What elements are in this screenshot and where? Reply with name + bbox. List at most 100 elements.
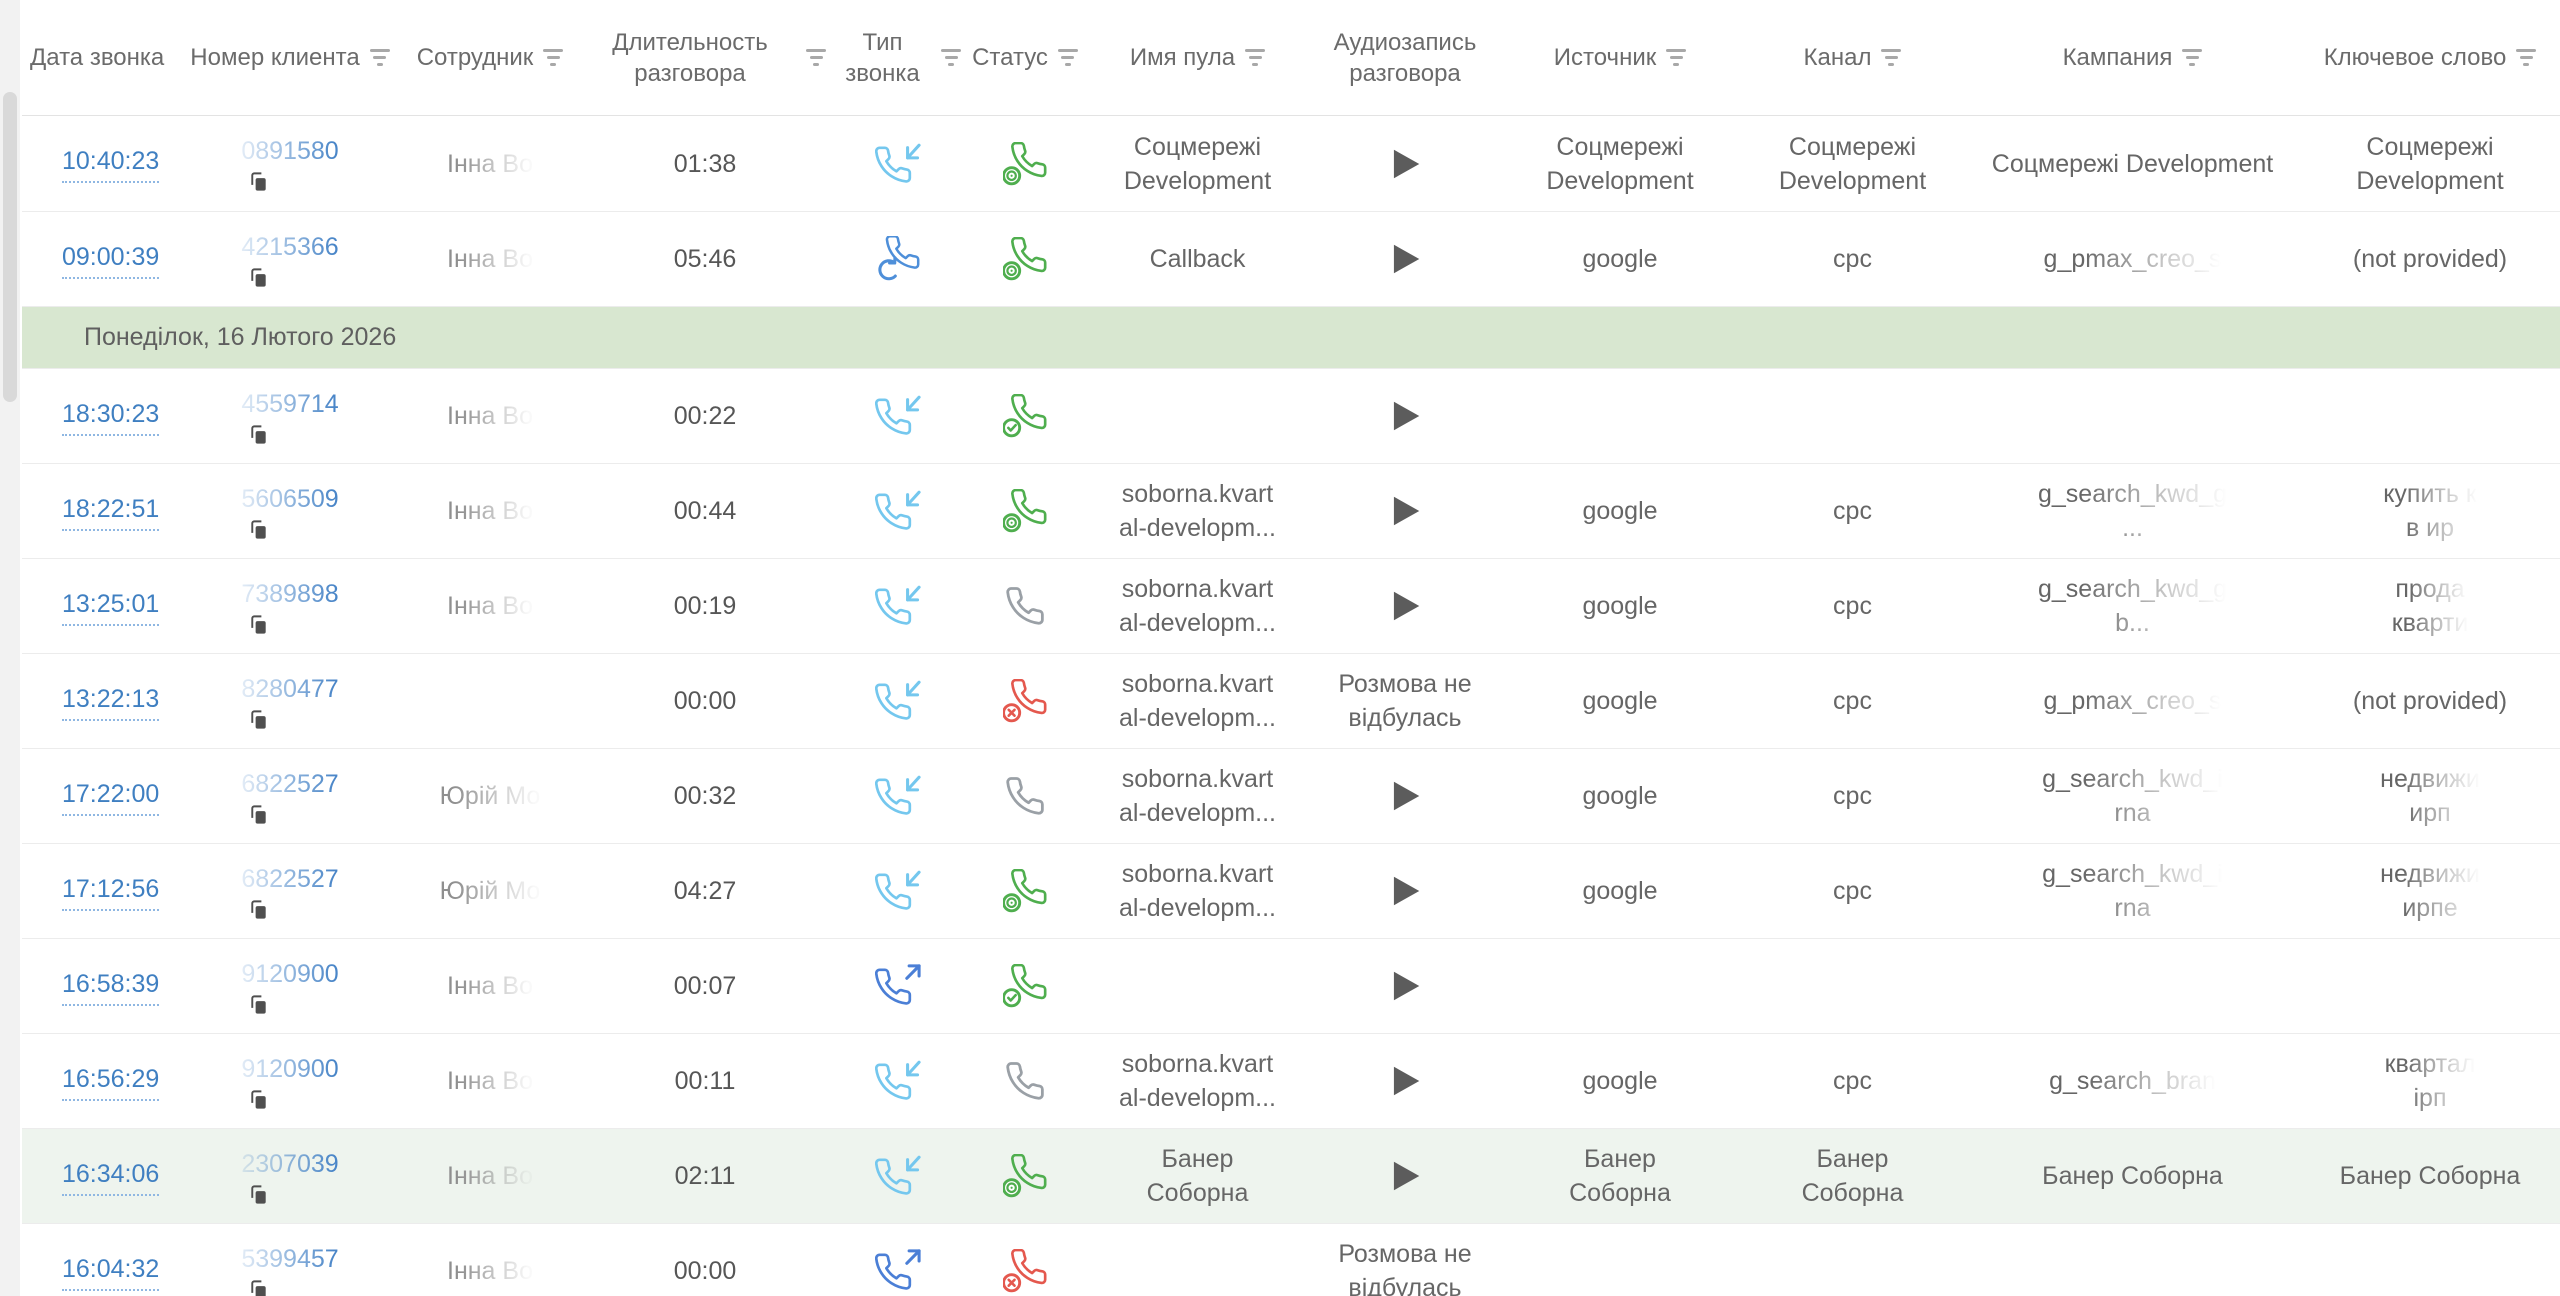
play-audio-button[interactable] <box>1386 397 1424 435</box>
status-no-answer-icon <box>1003 774 1047 818</box>
play-audio-button[interactable] <box>1386 492 1424 530</box>
vertical-scrollbar-track[interactable] <box>0 0 20 1296</box>
call-time-link[interactable]: 18:30:23 <box>62 397 160 436</box>
copy-number-icon[interactable] <box>247 613 270 636</box>
source-cell <box>1500 369 1740 463</box>
column-header-employee: Сотрудник <box>400 0 580 115</box>
call-time-link[interactable]: 16:04:32 <box>62 1252 160 1291</box>
filter-icon[interactable] <box>941 49 961 66</box>
channel-cell: cpc <box>1740 559 1965 653</box>
call-time-link[interactable]: 16:34:06 <box>62 1157 160 1196</box>
client-number-cell: 6822527 <box>180 749 400 843</box>
table-row: 16:56:29 9120900 Інна Во 00:11 soborna.kvart… <box>22 1033 2560 1128</box>
incoming-call-icon <box>874 1058 921 1104</box>
date-separator-row: Понеділок, 16 Лютого 2026 <box>22 306 2560 368</box>
call-type-cell <box>830 369 965 463</box>
play-audio-button[interactable] <box>1386 145 1424 183</box>
table-row: 18:30:23 4559714 Інна Во 00:22 <box>22 368 2560 463</box>
call-time-link[interactable]: 13:22:13 <box>62 682 160 721</box>
pool-name: soborna.kvart al-developm... <box>1118 860 1277 922</box>
call-type-cell <box>830 1034 965 1128</box>
column-header-channel: Канал <box>1740 0 1965 115</box>
employee-cell: Інна Во <box>400 116 580 211</box>
play-audio-button[interactable] <box>1386 967 1424 1005</box>
filter-icon[interactable] <box>2516 49 2537 66</box>
client-number-cell: 9120900 <box>180 939 400 1033</box>
call-time-link[interactable]: 17:12:56 <box>62 872 160 911</box>
vertical-scrollbar-thumb[interactable] <box>3 92 17 402</box>
duration-cell: 04:27 <box>580 844 830 938</box>
keyword-value: (not provided) <box>2352 687 2508 715</box>
pool-name-cell: soborna.kvart al-developm... <box>1085 749 1310 843</box>
client-number-value: 9120900 <box>241 1054 339 1083</box>
filter-icon[interactable] <box>1057 49 1078 66</box>
no-conversation-label: Розмова не відбулась <box>1338 670 1472 732</box>
employee-cell: Юрій Мо <box>400 844 580 938</box>
play-audio-button[interactable] <box>1386 777 1424 815</box>
call-time-link[interactable]: 16:56:29 <box>62 1062 160 1101</box>
play-audio-button[interactable] <box>1386 1157 1424 1195</box>
column-header-label: Аудиозапись разговора <box>1333 28 1477 87</box>
filter-icon[interactable] <box>806 49 826 66</box>
table-body: 10:40:23 0891580 Інна Во 01:38 Соцмережі Dev… <box>22 116 2560 1296</box>
call-time-link[interactable]: 09:00:39 <box>62 240 160 279</box>
call-time-link[interactable]: 18:22:51 <box>62 492 160 531</box>
client-number: 7389898 <box>241 577 339 636</box>
filter-icon[interactable] <box>2182 49 2203 66</box>
duration-cell: 00:07 <box>580 939 830 1033</box>
campaign-value: g_search_kwd_g b... <box>2037 575 2227 637</box>
filter-icon[interactable] <box>369 49 390 66</box>
copy-number-icon[interactable] <box>247 423 270 446</box>
channel-cell: cpc <box>1740 749 1965 843</box>
duration-value: 00:07 <box>673 972 737 1000</box>
client-number-value: 0891580 <box>241 137 339 165</box>
employee-name: Інна Во <box>447 592 533 620</box>
call-time-link[interactable]: 10:40:23 <box>62 144 160 183</box>
incoming-call-icon <box>874 678 921 724</box>
call-time-link[interactable]: 16:58:39 <box>62 967 160 1006</box>
client-number: 4215366 <box>241 230 339 289</box>
filter-icon[interactable] <box>1245 49 1266 66</box>
call-type-cell <box>830 116 965 211</box>
client-number: 9120900 <box>241 957 339 1016</box>
copy-number-icon[interactable] <box>247 993 270 1016</box>
pool-name-cell: Callback <box>1085 212 1310 306</box>
copy-number-icon[interactable] <box>247 1278 270 1296</box>
play-audio-button[interactable] <box>1386 240 1424 278</box>
table-row: 17:22:00 6822527 Юрій Мо 00:32 soborna.kvart… <box>22 748 2560 843</box>
incoming-call-icon <box>874 141 921 187</box>
call-time-link[interactable]: 17:22:00 <box>62 777 160 816</box>
channel-cell <box>1740 939 1965 1033</box>
copy-number-icon[interactable] <box>247 898 270 921</box>
filter-icon[interactable] <box>1881 49 1902 66</box>
campaign-cell: g_search_kwd_g ... <box>1965 464 2300 558</box>
copy-number-icon[interactable] <box>247 170 270 193</box>
call-type-cell <box>830 1224 965 1296</box>
employee-cell: Інна Во <box>400 939 580 1033</box>
filter-icon[interactable] <box>543 49 564 66</box>
column-header-label: Статус <box>972 44 1048 71</box>
copy-number-icon[interactable] <box>247 708 270 731</box>
audio-cell <box>1310 369 1500 463</box>
play-audio-button[interactable] <box>1386 1062 1424 1100</box>
copy-number-icon[interactable] <box>247 1088 270 1111</box>
campaign-cell: g_search_kwd_i rna <box>1965 844 2300 938</box>
copy-number-icon[interactable] <box>247 518 270 541</box>
pool-name-cell <box>1085 1224 1310 1296</box>
client-number-cell: 5606509 <box>180 464 400 558</box>
source-cell: google <box>1500 212 1740 306</box>
copy-number-icon[interactable] <box>247 266 270 289</box>
audio-cell <box>1310 212 1500 306</box>
call-time-link[interactable]: 13:25:01 <box>62 587 160 626</box>
play-audio-button[interactable] <box>1386 587 1424 625</box>
copy-number-icon[interactable] <box>247 803 270 826</box>
call-date-cell: 18:22:51 <box>22 464 180 558</box>
copy-number-icon[interactable] <box>247 1183 270 1206</box>
incoming-call-icon <box>874 488 921 534</box>
table-row: 17:12:56 6822527 Юрій Мо 04:27 soborna.kvart… <box>22 843 2560 938</box>
call-date-cell: 16:34:06 <box>22 1129 180 1223</box>
play-audio-button[interactable] <box>1386 872 1424 910</box>
call-type-cell <box>830 749 965 843</box>
filter-icon[interactable] <box>1666 49 1687 66</box>
campaign-cell <box>1965 939 2300 1033</box>
